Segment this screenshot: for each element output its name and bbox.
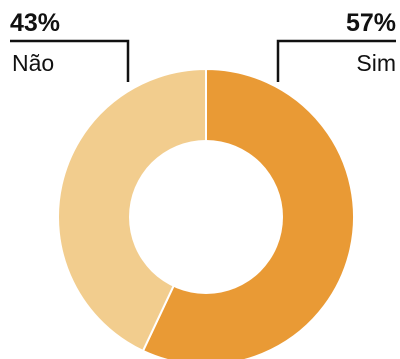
pct-label-nao: 43%	[10, 9, 60, 37]
leader-line-sim	[276, 39, 396, 82]
donut-hole	[129, 140, 283, 294]
leader-line-nao	[10, 39, 130, 82]
category-label-sim: Sim	[356, 50, 396, 76]
pct-label-sim: 57%	[346, 9, 396, 37]
category-label-nao: Não	[12, 50, 54, 76]
